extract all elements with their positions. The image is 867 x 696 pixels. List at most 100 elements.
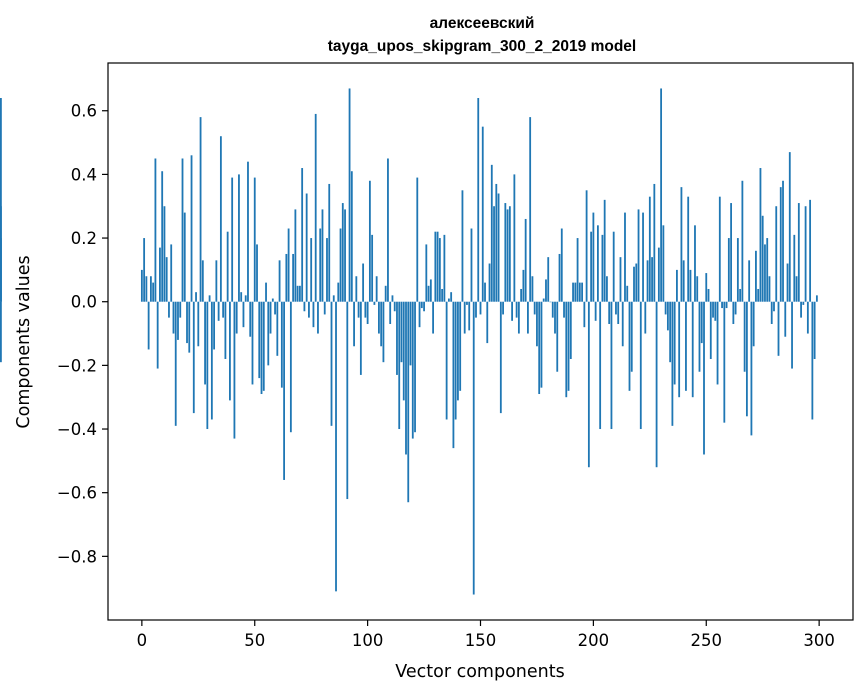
bar — [520, 288, 523, 302]
bar — [310, 238, 313, 302]
y-tick-label: −0.4 — [57, 420, 97, 439]
bar — [233, 301, 236, 439]
bar — [542, 298, 545, 302]
bar — [452, 301, 455, 449]
bar — [276, 301, 279, 356]
bar — [247, 161, 249, 302]
bar — [312, 301, 315, 328]
bar — [177, 301, 179, 340]
bar — [251, 301, 254, 385]
bar — [165, 257, 168, 302]
bar — [624, 212, 626, 302]
bar — [240, 292, 243, 302]
bar — [680, 187, 683, 302]
bar — [292, 253, 295, 302]
bar — [235, 301, 238, 334]
bar — [154, 158, 157, 302]
y-axis-label: Components values — [14, 255, 34, 428]
bar — [612, 231, 615, 302]
bar — [619, 257, 622, 302]
bar — [420, 301, 423, 309]
bar — [653, 183, 656, 302]
bar — [770, 301, 773, 324]
bar — [495, 183, 498, 302]
bar — [583, 301, 586, 328]
bar — [409, 301, 412, 366]
x-tick-label: 150 — [465, 631, 497, 650]
bar — [779, 187, 782, 302]
bar — [436, 231, 439, 302]
bar — [671, 301, 674, 426]
bar — [400, 301, 403, 363]
bar — [556, 301, 559, 372]
bar — [427, 285, 430, 302]
bar — [391, 295, 394, 302]
bar — [249, 301, 252, 337]
bar — [159, 247, 161, 302]
bar — [558, 253, 561, 302]
bar — [477, 98, 480, 302]
bar — [213, 301, 216, 350]
bar — [666, 301, 669, 331]
bar — [229, 301, 231, 401]
bar — [791, 301, 793, 369]
bar — [366, 301, 369, 324]
bar — [662, 225, 665, 302]
bar — [793, 234, 796, 302]
bar — [425, 244, 428, 302]
bar — [599, 301, 602, 430]
bar — [423, 301, 425, 312]
bar — [265, 282, 267, 302]
bar — [529, 117, 532, 302]
bar — [536, 301, 538, 347]
bar — [201, 260, 204, 302]
bar — [705, 273, 708, 302]
bar — [382, 301, 385, 363]
bar — [242, 301, 245, 328]
bar — [639, 301, 642, 430]
bar — [725, 301, 728, 309]
bar — [287, 228, 290, 302]
bar — [646, 260, 649, 302]
bar — [355, 276, 358, 302]
bar — [515, 301, 518, 318]
bar — [244, 295, 247, 302]
bar — [337, 282, 340, 302]
bar — [757, 288, 760, 302]
bar — [174, 301, 177, 426]
bar — [784, 301, 787, 337]
bar — [466, 301, 468, 305]
bar — [601, 234, 604, 302]
bar — [660, 88, 663, 302]
bar — [581, 282, 583, 302]
bar — [362, 263, 365, 302]
bar — [592, 212, 595, 302]
bar — [472, 301, 475, 595]
bar — [384, 285, 387, 302]
bar — [596, 225, 599, 302]
bar — [504, 203, 507, 302]
bar — [163, 206, 166, 302]
bar — [782, 180, 784, 302]
bar — [260, 301, 263, 395]
bar — [608, 301, 611, 324]
bar — [678, 301, 681, 398]
bar — [721, 301, 723, 309]
bar — [484, 282, 486, 302]
plot-frame — [107, 62, 854, 621]
x-axis-ticks: 0 50 100 150 200 250 300 — [137, 620, 835, 650]
bar — [606, 276, 608, 302]
bar — [172, 301, 175, 334]
bar — [569, 301, 572, 359]
bar — [0, 98, 2, 302]
bar — [432, 301, 434, 334]
bar — [554, 301, 556, 334]
x-tick-label: 300 — [803, 631, 835, 650]
y-tick-label: 0.2 — [71, 229, 97, 248]
bar — [222, 301, 225, 318]
x-tick-label: 0 — [137, 631, 148, 650]
bar — [396, 301, 398, 375]
bar — [215, 260, 218, 302]
bar — [350, 171, 353, 302]
bar — [540, 301, 543, 388]
